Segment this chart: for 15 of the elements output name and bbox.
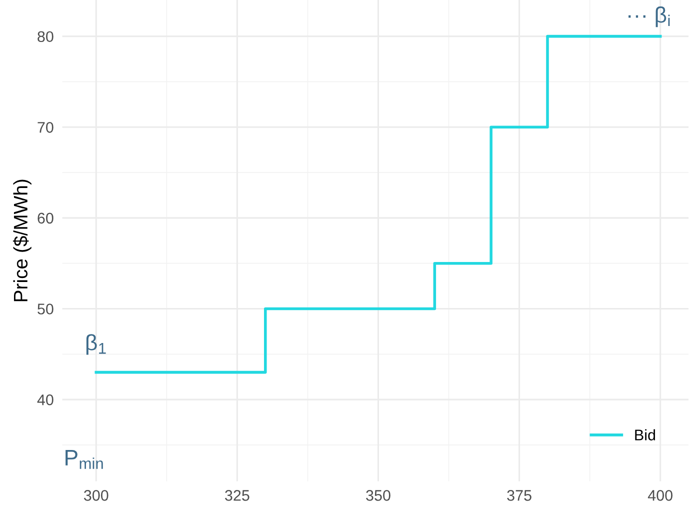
x-tick-label: 400 (648, 490, 672, 501)
x-tick-label: 300 (84, 490, 108, 501)
y-tick-label: 40 (37, 394, 54, 406)
y-tick-label: 70 (38, 122, 54, 133)
y-tick-label: 60 (38, 212, 54, 224)
y-tick-label: 50 (38, 304, 54, 314)
y-tick-label: 80 (38, 31, 54, 42)
legend-label: Bid (635, 429, 656, 440)
annotation: β$_{1}$ (86, 334, 106, 355)
annotation: ··· β$_{i}$ (628, 6, 670, 28)
x-tick-label: 375 (507, 490, 532, 501)
annotation: P$_{min}$ (66, 450, 103, 469)
x-tick-label: 325 (225, 490, 250, 501)
x-tick-label: 350 (366, 490, 390, 501)
y-axis-title: Price ($/MWh) (12, 180, 32, 302)
